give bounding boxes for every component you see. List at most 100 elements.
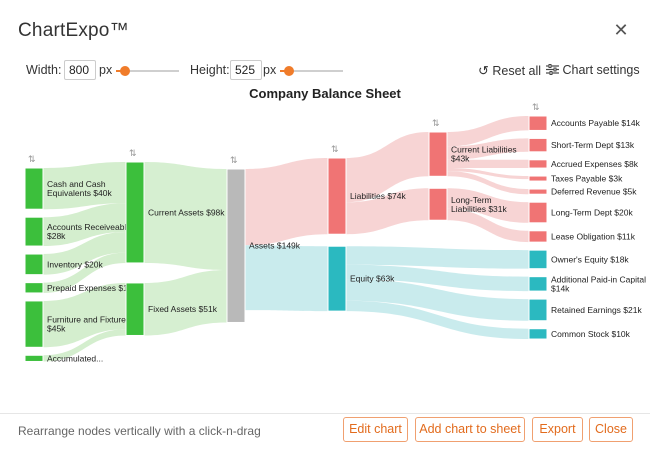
sankey-label-cash: Cash and Cash Equivalents $40k <box>47 179 112 198</box>
sankey-node-defrev[interactable] <box>528 188 548 195</box>
width-label: Width: <box>26 63 62 77</box>
sankey-node-cl[interactable] <box>428 131 448 177</box>
width-unit: px <box>99 63 113 77</box>
sankey-node-ar[interactable] <box>24 216 44 247</box>
sankey-link-prepaid-ca <box>43 252 126 293</box>
height-slider-knob[interactable] <box>284 66 294 76</box>
sankey-nodes: Cash and Cash Equivalents $40k Accounts Re… <box>24 115 646 363</box>
sliders-icon <box>546 64 559 75</box>
column-reorder-icon[interactable]: ⇅ <box>432 119 440 129</box>
export-button[interactable]: Export <box>532 417 583 442</box>
height-input[interactable] <box>230 60 262 80</box>
sankey-label-cs: Common Stock $10k <box>551 329 631 339</box>
sankey-link-liab-ltl <box>346 188 429 235</box>
sankey-link-fa-assets <box>144 269 227 336</box>
sankey-label-cl: Current Liabilities $43k <box>451 145 517 164</box>
sankey-link-inv-ca <box>43 232 126 275</box>
sankey-node-ca[interactable] <box>125 161 145 264</box>
sankey-label-re: Retained Earnings $21k <box>551 305 642 315</box>
sankey-label-tax: Taxes Payable $3k <box>551 174 623 184</box>
height-slider[interactable] <box>280 64 343 78</box>
sankey-label-ar: Accounts Receiveable $28k <box>47 222 131 241</box>
sankey-chart: Company Balance Sheet Cash and Cash Equiva… <box>24 86 646 363</box>
sankey-node-ltl[interactable] <box>428 187 448 221</box>
column-reorder-icon[interactable]: ⇅ <box>28 155 36 165</box>
sankey-node-accum[interactable] <box>24 354 44 362</box>
sankey-node-prepaid[interactable] <box>24 282 44 294</box>
sankey-node-apic[interactable] <box>528 276 548 292</box>
sankey-node-liab[interactable] <box>327 157 347 235</box>
sankey-node-tax[interactable] <box>528 175 548 182</box>
sankey-label-ltl: Long-Term Liabilities $31k <box>451 195 508 214</box>
height-slider-track <box>280 70 343 72</box>
sankey-node-ap[interactable] <box>528 115 548 131</box>
height-unit: px <box>263 63 277 77</box>
sankey-node-equity[interactable] <box>327 245 347 312</box>
sankey-label-oe: Owner's Equity $18k <box>551 254 629 264</box>
add-chart-to-sheet-button[interactable]: Add chart to sheet <box>415 417 525 442</box>
sankey-label-liab: Liabilities $74k <box>350 191 407 201</box>
sankey-node-lease[interactable] <box>528 230 548 243</box>
drag-hint: Rearrange nodes vertically with a click-… <box>18 424 261 438</box>
close-icon[interactable]: ✕ <box>613 20 629 40</box>
sankey-node-oe[interactable] <box>528 249 548 270</box>
height-label: Height: <box>190 63 230 77</box>
sankey-label-accr: Accrued Expenses $8k <box>551 159 639 169</box>
sankey-label-equity: Equity $63k <box>350 274 395 284</box>
sankey-link-accum-fa <box>43 329 126 362</box>
column-reorder-icon[interactable]: ⇅ <box>331 145 339 155</box>
sankey-label-accum: Accumulated... <box>47 353 103 363</box>
sankey-node-inv[interactable] <box>24 253 44 276</box>
sankey-node-cash[interactable] <box>24 167 44 210</box>
sankey-link-equity-oe <box>346 246 529 269</box>
sankey-link-cl-ap <box>447 116 529 147</box>
column-reorder-icon[interactable]: ⇅ <box>532 103 540 113</box>
sankey-label-ltd: Long-Term Dept $20k <box>551 208 633 218</box>
sankey-label-prepaid: Prepaid Expenses $10k <box>47 283 138 293</box>
sankey-link-equity-apic <box>346 264 529 292</box>
size-controls: Width: px Height: px ↺ Reset all <box>0 60 650 82</box>
chart-area: Company Balance Sheet Cash and Cash Equiva… <box>0 80 650 410</box>
edit-chart-button[interactable]: Edit chart <box>343 417 408 442</box>
close-button[interactable]: Close <box>589 417 633 442</box>
sankey-label-defrev: Deferred Revenue $5k <box>551 187 637 197</box>
sankey-label-std: Short-Term Dept $13k <box>551 140 635 150</box>
sankey-link-equity-cs <box>346 300 529 340</box>
footer-divider <box>0 413 650 414</box>
width-slider-knob[interactable] <box>120 66 130 76</box>
sankey-label-ap: Accounts Payable $14k <box>551 118 641 128</box>
chart-settings-button[interactable]: Chart settings <box>546 63 640 77</box>
sankey-label-fa: Fixed Assets $51k <box>148 304 218 314</box>
sankey-link-cl-defrev <box>447 171 529 195</box>
sankey-node-ltd[interactable] <box>528 201 548 224</box>
chart-title: Company Balance Sheet <box>249 86 401 101</box>
sankey-link-cl-accr <box>447 159 529 169</box>
reset-all-button[interactable]: ↺ Reset all <box>478 63 541 79</box>
sankey-node-re[interactable] <box>528 298 548 322</box>
sankey-node-std[interactable] <box>528 137 548 153</box>
sankey-link-equity-re <box>346 279 529 321</box>
sankey-node-cs[interactable] <box>528 328 548 340</box>
sankey-node-fa[interactable] <box>125 282 145 336</box>
sankey-label-apic: Additional Paid-in Capital $14k <box>551 274 646 293</box>
sankey-link-cl-std <box>447 138 529 160</box>
sankey-node-assets[interactable] <box>226 168 246 323</box>
width-input[interactable] <box>64 60 96 80</box>
sankey-label-ff: Furniture and Fixtures $45k <box>47 315 130 334</box>
column-reorder-icon[interactable]: ⇅ <box>129 149 137 159</box>
sankey-link-ar-ca <box>43 203 126 247</box>
column-reorder-icon[interactable]: ⇅ <box>230 156 238 166</box>
reset-all-label: Reset all <box>492 64 542 78</box>
sankey-label-assets: Assets $149k <box>249 241 301 251</box>
sankey-link-assets-equity <box>245 245 328 312</box>
sankey-label-ca: Current Assets $98k <box>148 207 225 217</box>
sankey-link-assets-liab <box>245 158 328 246</box>
reset-icon: ↺ <box>478 63 489 78</box>
sankey-link-ltl-lease <box>447 208 529 243</box>
width-slider[interactable] <box>116 64 179 78</box>
sankey-label-inv: Inventory $20k <box>47 259 104 269</box>
sankey-node-accr[interactable] <box>528 159 548 169</box>
sankey-link-cl-tax <box>447 168 529 180</box>
sankey-node-ff[interactable] <box>24 300 44 348</box>
